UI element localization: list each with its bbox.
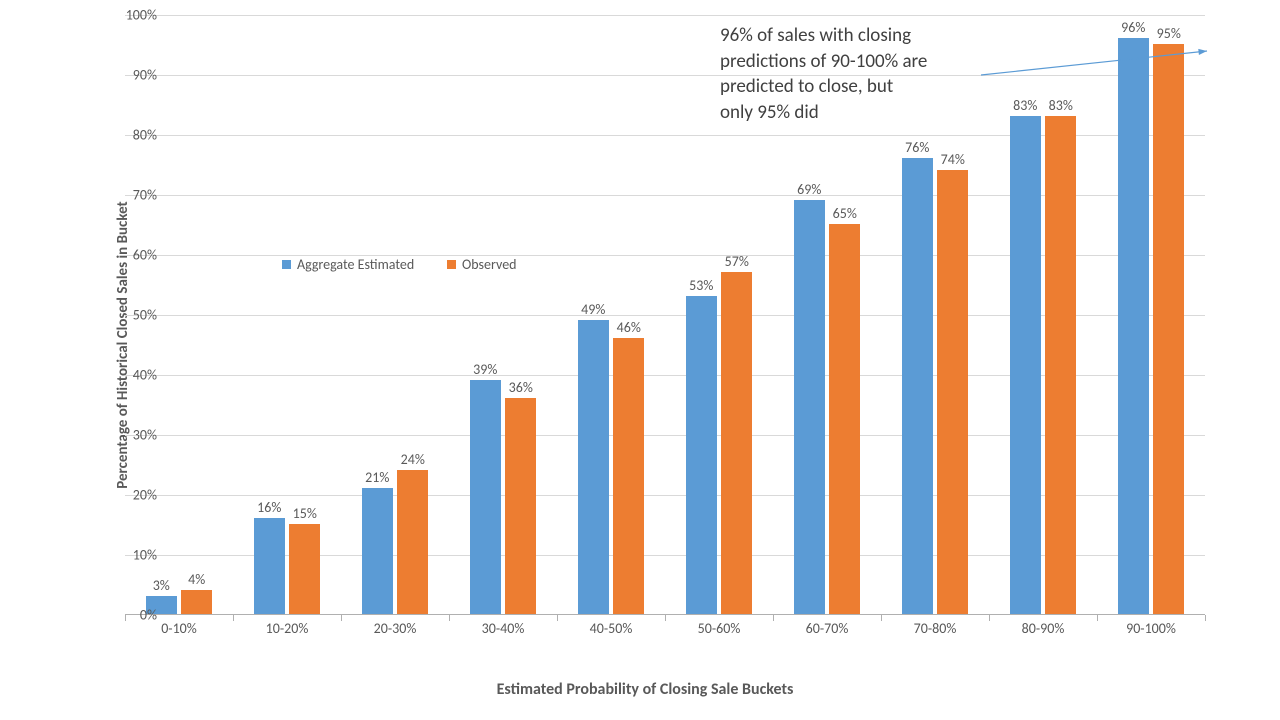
x-tickmark [125, 615, 126, 621]
x-tickmark [1097, 615, 1098, 621]
x-tickmark [233, 615, 234, 621]
x-tickmark [665, 615, 666, 621]
x-tickmark [557, 615, 558, 621]
chart-container: Percentage of Historical Closed Sales in… [85, 15, 1205, 655]
x-tickmark [773, 615, 774, 621]
x-tickmark [989, 615, 990, 621]
x-tickmark [1205, 615, 1206, 621]
x-tickmark [341, 615, 342, 621]
x-tickmark [449, 615, 450, 621]
x-tickmark [881, 615, 882, 621]
annotation-arrow [85, 15, 1280, 715]
